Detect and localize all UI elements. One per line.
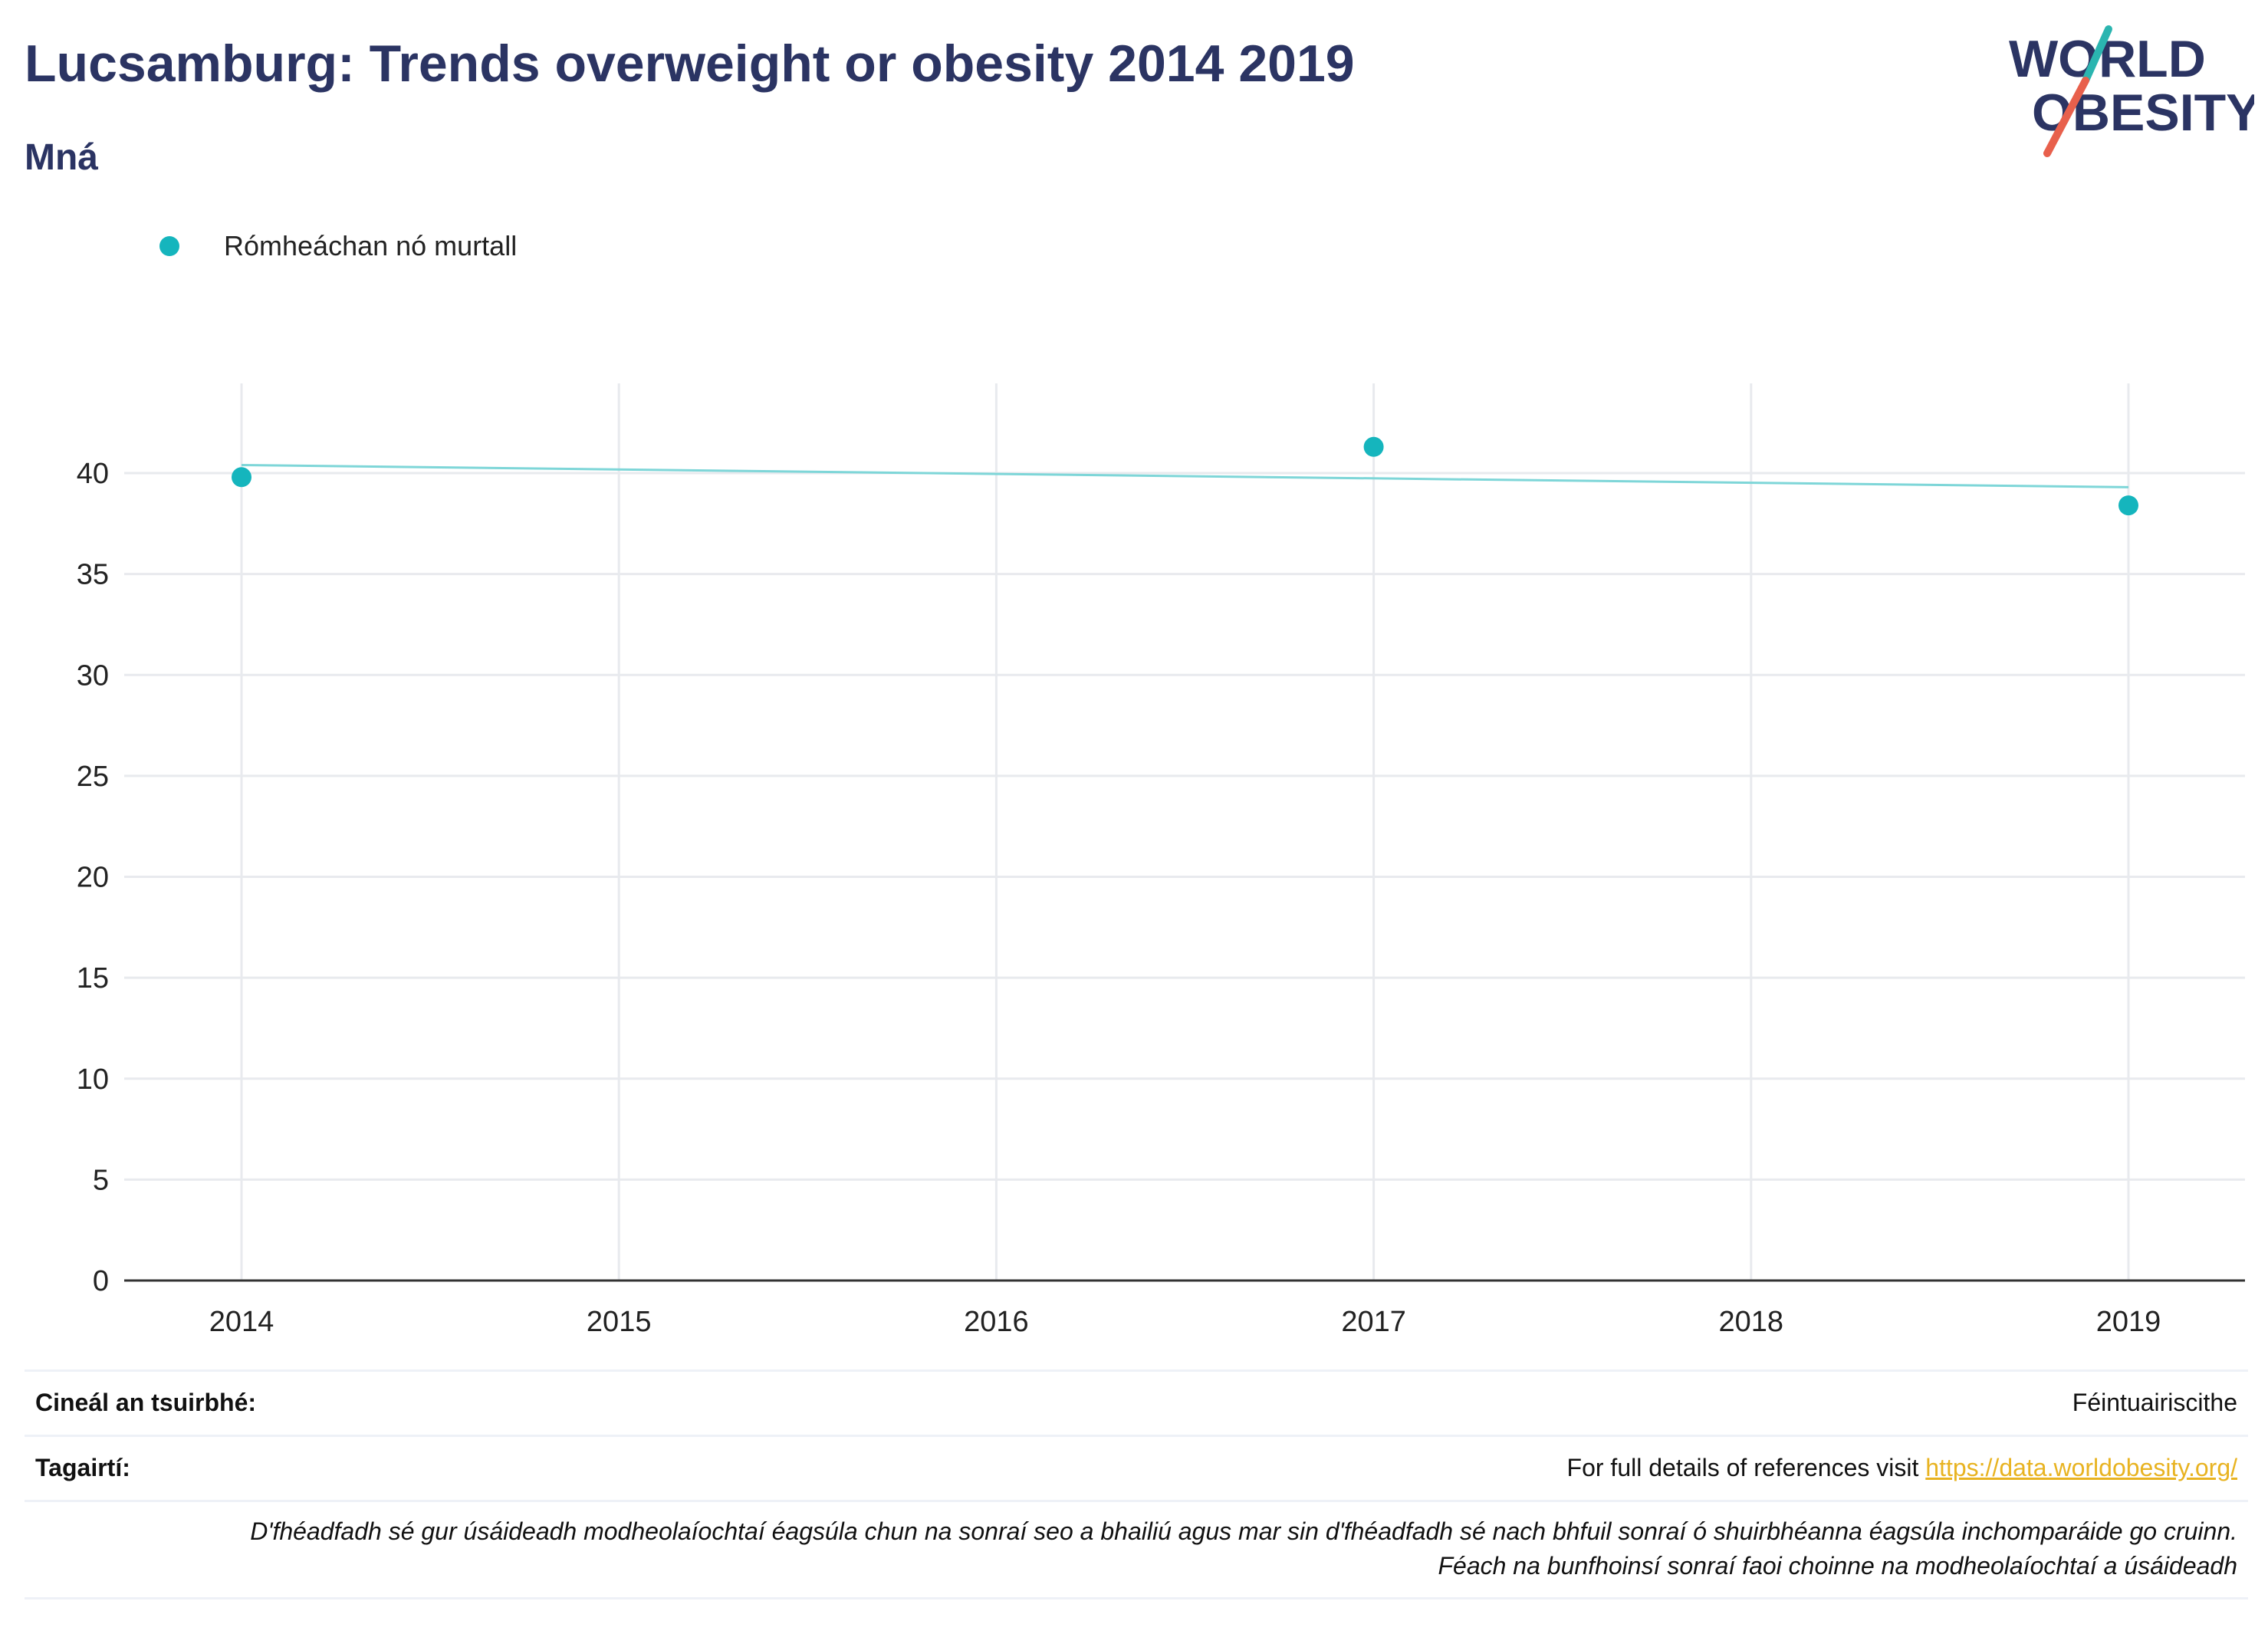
references-link[interactable]: https://data.worldobesity.org/ xyxy=(1925,1454,2237,1481)
data-point xyxy=(2118,495,2138,516)
data-point xyxy=(232,467,251,488)
logo-slash-bottom xyxy=(2043,77,2089,157)
trendline xyxy=(241,463,2129,488)
y-tick-label: 30 xyxy=(77,659,109,692)
x-tick-label: 2018 xyxy=(1719,1306,1784,1338)
y-tick-label: 10 xyxy=(77,1064,109,1096)
survey-type-label: Cineál an tsuirbhé: xyxy=(35,1389,257,1416)
y-tick-label: 35 xyxy=(77,559,109,591)
chart-title: Lucsamburg: Trends overweight or obesity… xyxy=(25,35,1355,93)
methodology-note-line-1: D'fhéadfadh sé gur úsáideadh modheolaíoc… xyxy=(250,1517,2237,1545)
methodology-note: D'fhéadfadh sé gur úsáideadh modheolaíoc… xyxy=(25,1502,2248,1599)
references-text: For full details of references visit xyxy=(1566,1454,1926,1481)
y-tick-label: 0 xyxy=(93,1265,109,1297)
survey-type-value: Féintuairiscithe xyxy=(2072,1389,2237,1416)
references-row: Tagairtí: For full details of references… xyxy=(25,1437,2248,1502)
chart-subtitle: Mná xyxy=(25,137,98,178)
x-tick-label: 2017 xyxy=(1341,1306,1406,1338)
info-table: Cineál an tsuirbhé: Féintuairiscithe Tag… xyxy=(25,1369,2248,1599)
y-tick-label: 20 xyxy=(77,862,109,894)
legend-label: Rómheáchan nó murtall xyxy=(224,230,518,261)
x-tick-label: 2015 xyxy=(587,1306,652,1338)
y-tick-label: 40 xyxy=(77,458,109,490)
scatter-chart: 0 5 10 15 20 25 30 35 40 2014 2015 2016 2017 2018 2019 xyxy=(77,383,2245,1338)
y-tick-label: 5 xyxy=(93,1164,109,1196)
methodology-note-line-2: Féach na bunfhoinsí sonraí faoi choinne … xyxy=(1438,1552,2237,1580)
world-obesity-logo: WORLD OBESITY xyxy=(2009,25,2254,157)
logo-slash-top xyxy=(2082,25,2112,84)
x-tick-label: 2019 xyxy=(2096,1306,2161,1338)
references-label: Tagairtí: xyxy=(35,1454,130,1481)
x-tick-label: 2016 xyxy=(964,1306,1029,1338)
data-point xyxy=(1363,436,1384,457)
legend[interactable]: Rómheáchan nó murtall xyxy=(159,230,517,262)
y-tick-label: 25 xyxy=(77,761,109,793)
references-value: For full details of references visit htt… xyxy=(1567,1454,2237,1482)
legend-marker-icon xyxy=(159,236,179,256)
survey-type-row: Cineál an tsuirbhé: Féintuairiscithe xyxy=(25,1372,2248,1437)
y-tick-label: 15 xyxy=(77,962,109,995)
x-tick-label: 2014 xyxy=(209,1306,274,1338)
